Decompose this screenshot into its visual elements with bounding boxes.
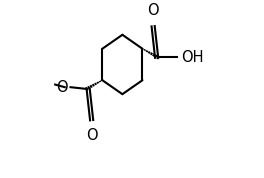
Text: OH: OH xyxy=(181,50,203,65)
Text: O: O xyxy=(86,128,97,143)
Text: O: O xyxy=(56,80,67,95)
Text: O: O xyxy=(147,3,159,18)
